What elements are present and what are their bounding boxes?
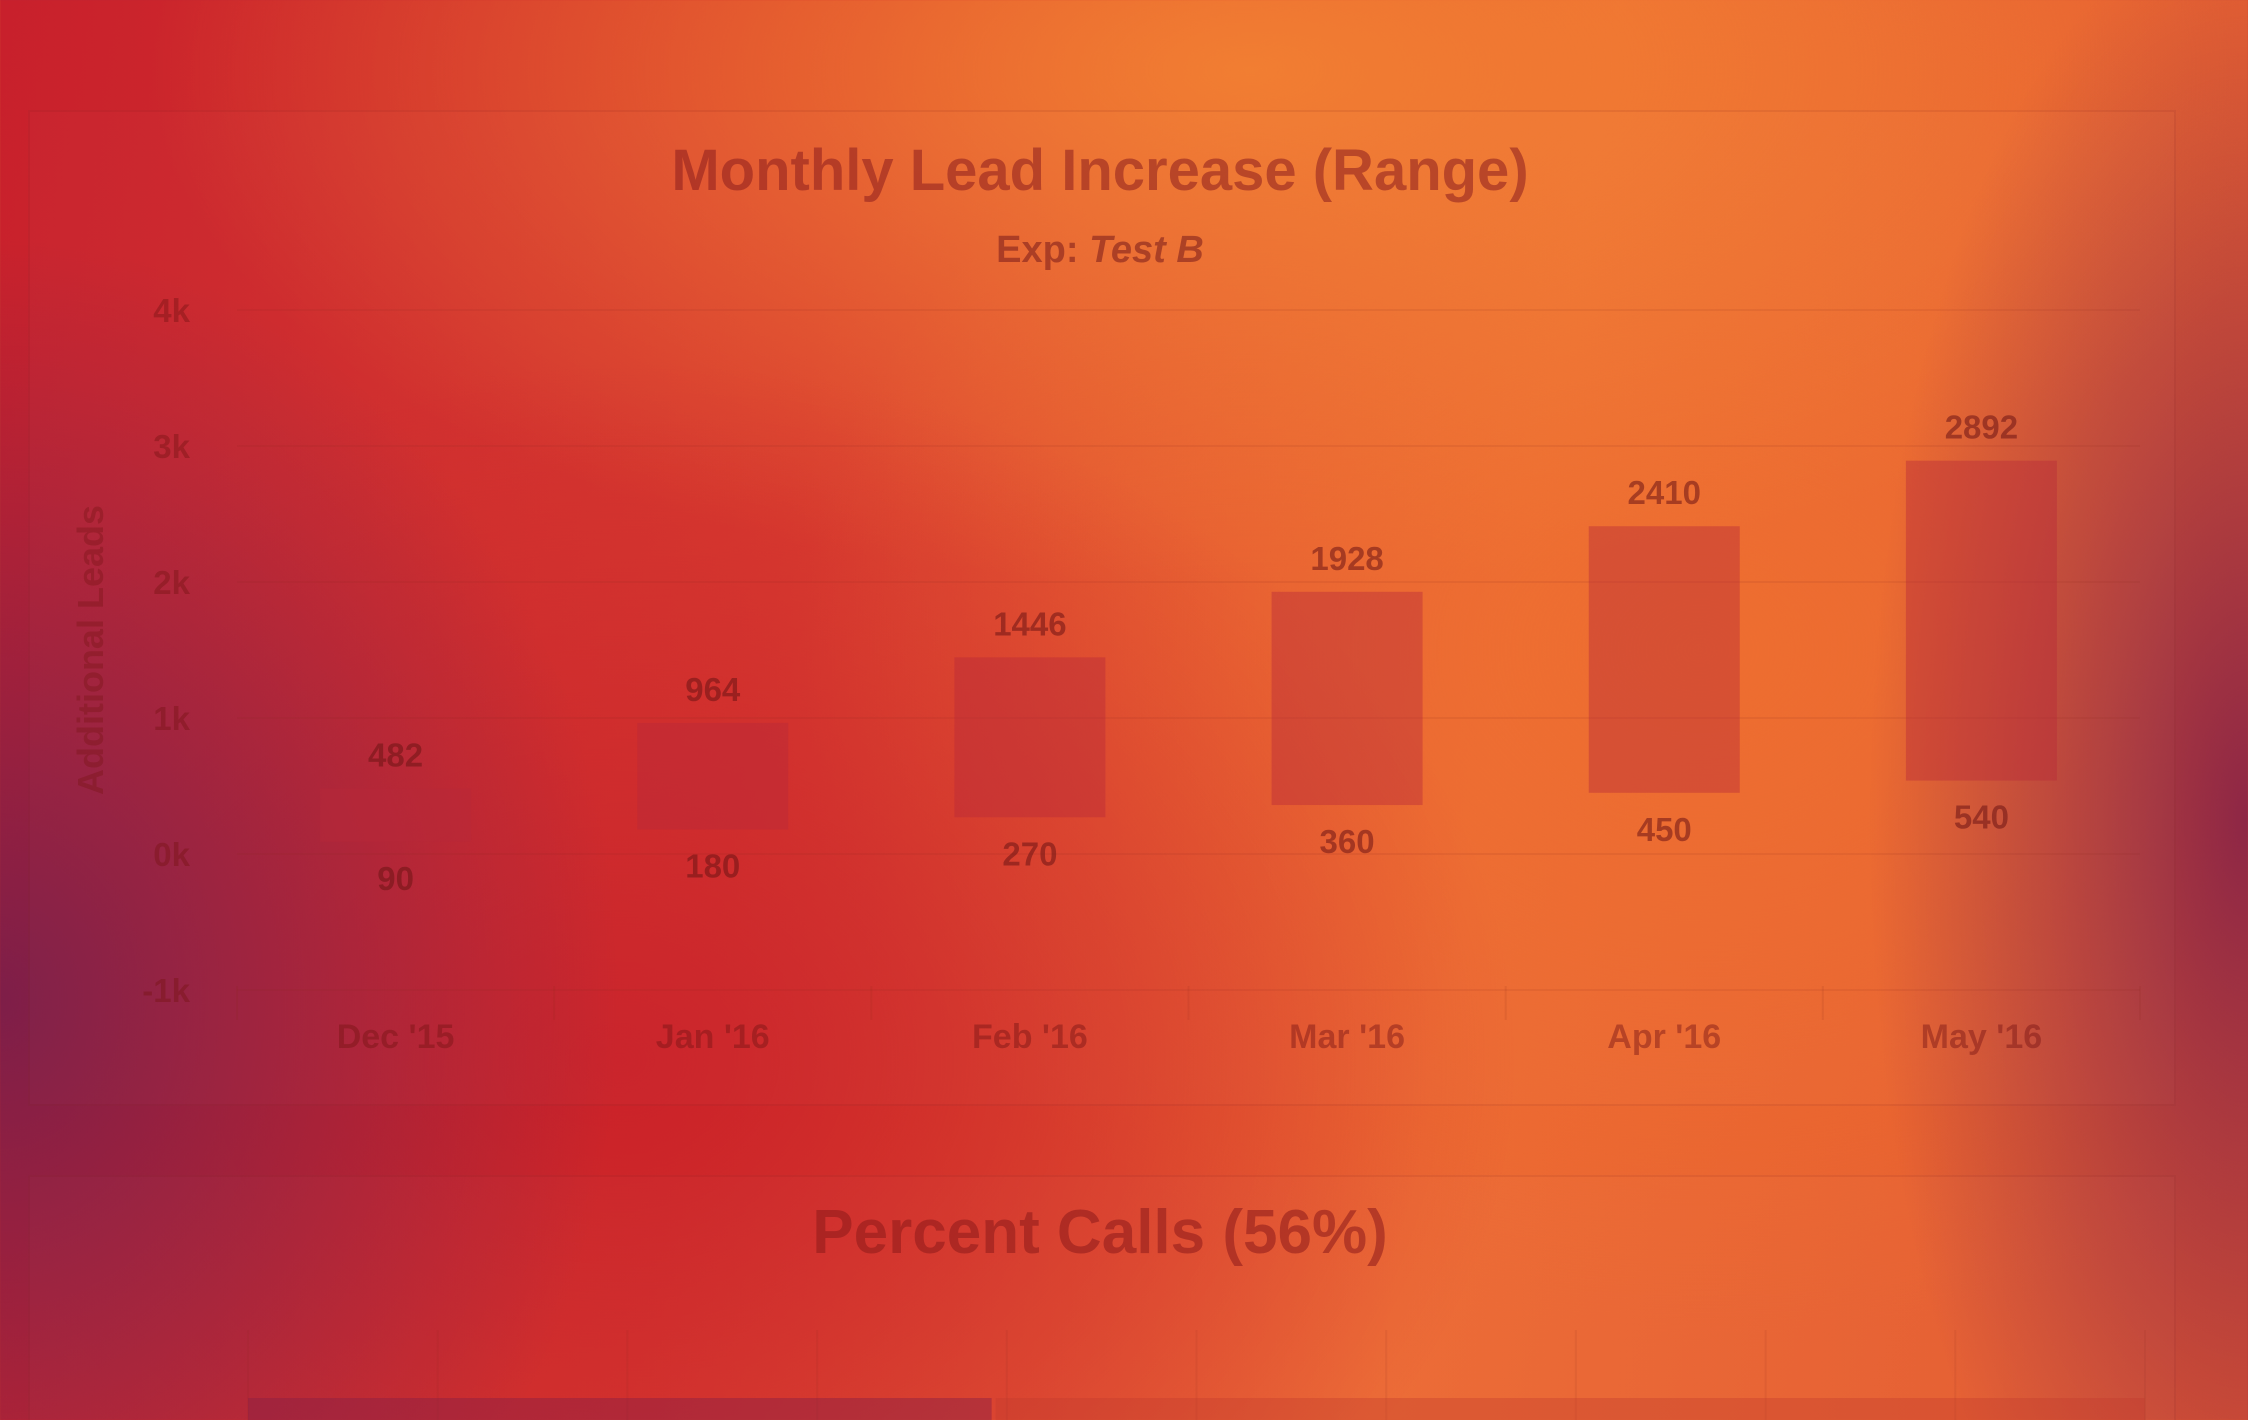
x-tick-label: Apr '16 — [1607, 1018, 1721, 1056]
y-tick-label: 3k — [153, 428, 190, 465]
data-label-low: 540 — [1954, 799, 2009, 836]
x-axis-ticks: Dec '15 Jan '16 Feb '16 Mar '16 Apr '16 May '… — [337, 1018, 2042, 1056]
grid-lines — [236, 309, 2141, 1020]
percent-calls-bar-remainder — [995, 1398, 2145, 1420]
data-label-low: 180 — [685, 848, 740, 885]
range-bar — [1271, 591, 1423, 806]
data-label-low: 360 — [1320, 823, 1375, 860]
chart-panel-percent-calls — [28, 1175, 2176, 1420]
x-tick-label: May '16 — [1921, 1018, 2043, 1056]
chart-title: Monthly Lead Increase (Range) — [671, 138, 1528, 203]
data-label-high: 1446 — [993, 605, 1066, 642]
chart-subtitle: Exp: Test B — [996, 229, 1204, 271]
y-tick-label: 0k — [153, 836, 190, 873]
data-labels: 482 90 964 180 1446 270 1928 360 2410 450 2892 540 — [368, 409, 2018, 897]
chart-panel-lead-range — [28, 110, 2176, 1106]
percent-calls-bar — [248, 1398, 992, 1420]
range-bar — [954, 657, 1106, 818]
data-label-low: 270 — [1002, 835, 1057, 872]
y-axis-label: Additional Leads — [70, 505, 111, 795]
percent-calls-title: Percent Calls (56%) — [812, 1198, 1387, 1267]
subtitle-prefix: Exp: — [996, 229, 1089, 271]
data-label-low: 450 — [1637, 811, 1692, 848]
data-label-high: 2410 — [1628, 474, 1701, 511]
data-label-high: 1928 — [1310, 540, 1383, 577]
range-bar — [320, 788, 472, 842]
percent-calls-grid — [247, 1330, 2146, 1420]
range-bar — [1588, 526, 1740, 793]
subtitle-experiment: Test B — [1089, 229, 1204, 271]
range-bars — [320, 460, 2057, 842]
data-label-high: 964 — [685, 671, 741, 708]
y-tick-label: 1k — [153, 700, 190, 737]
y-tick-label: -1k — [142, 972, 190, 1009]
range-bar — [637, 722, 789, 830]
x-tick-label: Feb '16 — [972, 1018, 1088, 1056]
y-axis-ticks: 4k 3k 2k 1k 0k -1k — [142, 292, 190, 1009]
y-tick-label: 4k — [153, 292, 190, 329]
x-tick-label: Dec '15 — [337, 1018, 455, 1056]
x-tick-label: Mar '16 — [1289, 1018, 1405, 1056]
data-label-low: 90 — [377, 860, 414, 897]
x-tick-label: Jan '16 — [656, 1018, 770, 1056]
y-tick-label: 2k — [153, 564, 190, 601]
range-bar — [1905, 460, 2057, 781]
data-label-high: 482 — [368, 736, 423, 773]
data-label-high: 2892 — [1945, 409, 2018, 446]
